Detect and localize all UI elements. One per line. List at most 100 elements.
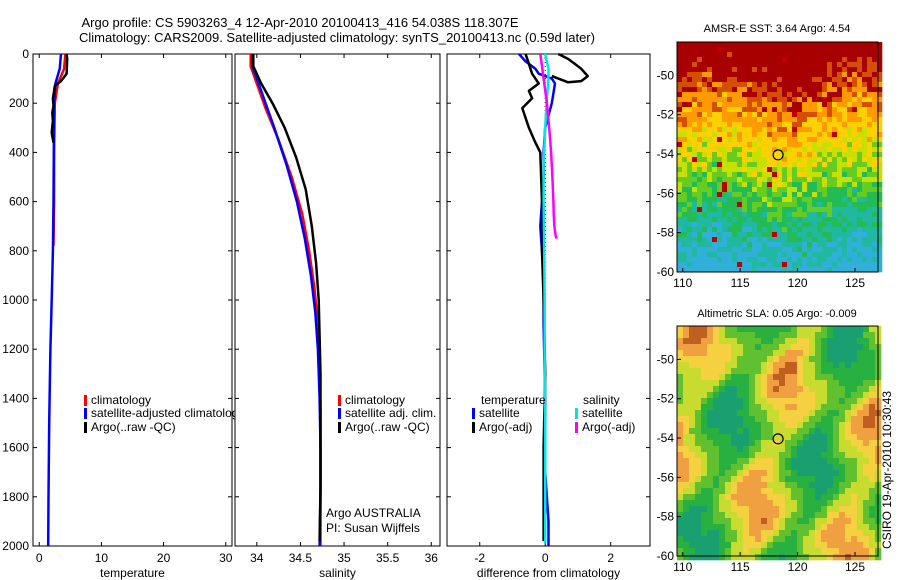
sst-map-cell [727, 182, 733, 188]
sla-map-cell [677, 404, 684, 411]
sst-map-cell [807, 177, 813, 183]
sst-map-cell [872, 102, 878, 108]
sst-map-cell [822, 262, 828, 268]
sst-map-cell [867, 157, 873, 163]
sla-map-cell [755, 494, 762, 501]
sst-map-cell [782, 177, 788, 183]
sst-map-cell [842, 142, 848, 148]
sst-map-cell [687, 57, 693, 63]
sst-map-cell [682, 87, 688, 93]
sla-map-cell [809, 542, 816, 549]
sla-map-cell [827, 518, 834, 525]
sst-map-cell [792, 137, 798, 143]
sla-map-cell [809, 404, 816, 411]
sst-map-cell [867, 267, 873, 273]
sla-map-cell [815, 338, 822, 345]
sla-map-cell [839, 356, 846, 363]
sst-map-cell [872, 92, 878, 98]
sla-map-cell [845, 446, 852, 453]
sst-map-cell [847, 137, 853, 143]
sst-map-cell [687, 182, 693, 188]
sst-map-cell [677, 147, 683, 153]
sla-map-cell [719, 512, 726, 519]
sst-map-cell [757, 182, 763, 188]
sla-map-cell [731, 470, 738, 477]
sla-map-cell [779, 344, 786, 351]
sst-map-cell [852, 157, 858, 163]
sst-map-cell [707, 57, 713, 63]
sst-map-cell [747, 97, 753, 103]
sst-map-cell [767, 67, 773, 73]
sla-map-cell [845, 392, 852, 399]
sst-map-cell [702, 97, 708, 103]
sla-map-ytick-label: -56 [657, 470, 675, 484]
sst-map-cell [867, 82, 873, 88]
sst-map-cell [747, 162, 753, 168]
sst-map-cell [802, 252, 808, 258]
sst-map-cell [777, 42, 783, 48]
sst-map-cell [777, 202, 783, 208]
sla-map-cell [827, 482, 834, 489]
sla-map-cell [719, 482, 726, 489]
sla-map-cell [689, 350, 696, 357]
sst-map-cell [807, 212, 813, 218]
sst-map-cell [787, 57, 793, 63]
sst-map-cell [752, 177, 758, 183]
sst-map-cell [692, 97, 698, 103]
sla-map-cell [863, 530, 870, 537]
sla-map-cell [869, 488, 876, 495]
sst-map-cell [707, 182, 713, 188]
sst-map-cell [752, 62, 758, 68]
sla-map-cell [851, 332, 858, 339]
sla-map-cell [707, 554, 714, 561]
sla-map-cell [713, 542, 720, 549]
sla-map-cell [707, 350, 714, 357]
sla-map-cell [797, 386, 804, 393]
sla-map-cell [803, 356, 810, 363]
sst-map-cell [787, 247, 793, 253]
sst-map-cell [772, 177, 778, 183]
sst-map-cell [782, 202, 788, 208]
sla-map-cell [707, 506, 714, 513]
sst-map-cell [827, 192, 833, 198]
sst-map-cell [732, 82, 738, 88]
sla-map-cell [731, 350, 738, 357]
sst-map-cell [737, 217, 743, 223]
sst-map-cell [837, 67, 843, 73]
sla-map-cell [821, 386, 828, 393]
sst-map-cell [807, 102, 813, 108]
sst-map-cell [857, 157, 863, 163]
sst-map-cell [862, 262, 868, 268]
temperature-legend-argo-swatch [84, 422, 87, 433]
sla-map-cell [707, 458, 714, 465]
sla-map-cell [683, 446, 690, 453]
sst-map-cell [877, 82, 883, 88]
sla-map-cell [779, 494, 786, 501]
sla-map-cell [755, 536, 762, 543]
sla-map-cell [827, 476, 834, 483]
sla-map-cell [845, 554, 852, 561]
sla-map-cell [737, 338, 744, 345]
sla-map-cell [851, 512, 858, 519]
sst-map-cell [752, 77, 758, 83]
sla-map-cell [683, 428, 690, 435]
sst-map-cell [752, 157, 758, 163]
sst-map-cell [832, 92, 838, 98]
sla-map-cell [731, 398, 738, 405]
sla-map-cell [719, 524, 726, 531]
sst-map-cell [692, 207, 698, 213]
sla-map-cell [737, 518, 744, 525]
sst-map-cell [797, 202, 803, 208]
sla-map-cell [761, 368, 768, 375]
sla-map-cell [677, 494, 684, 501]
sla-map-cell [785, 458, 792, 465]
sla-map-cell [719, 470, 726, 477]
sla-map-cell [785, 494, 792, 501]
sla-map-cell [695, 410, 702, 417]
sla-map-cell [731, 500, 738, 507]
sla-map-xtick-label: 115 [731, 560, 750, 574]
sst-map-cell [837, 107, 843, 113]
sst-map-cell [727, 227, 733, 233]
sst-map-cell [677, 97, 683, 103]
sla-map-cell [839, 362, 846, 369]
